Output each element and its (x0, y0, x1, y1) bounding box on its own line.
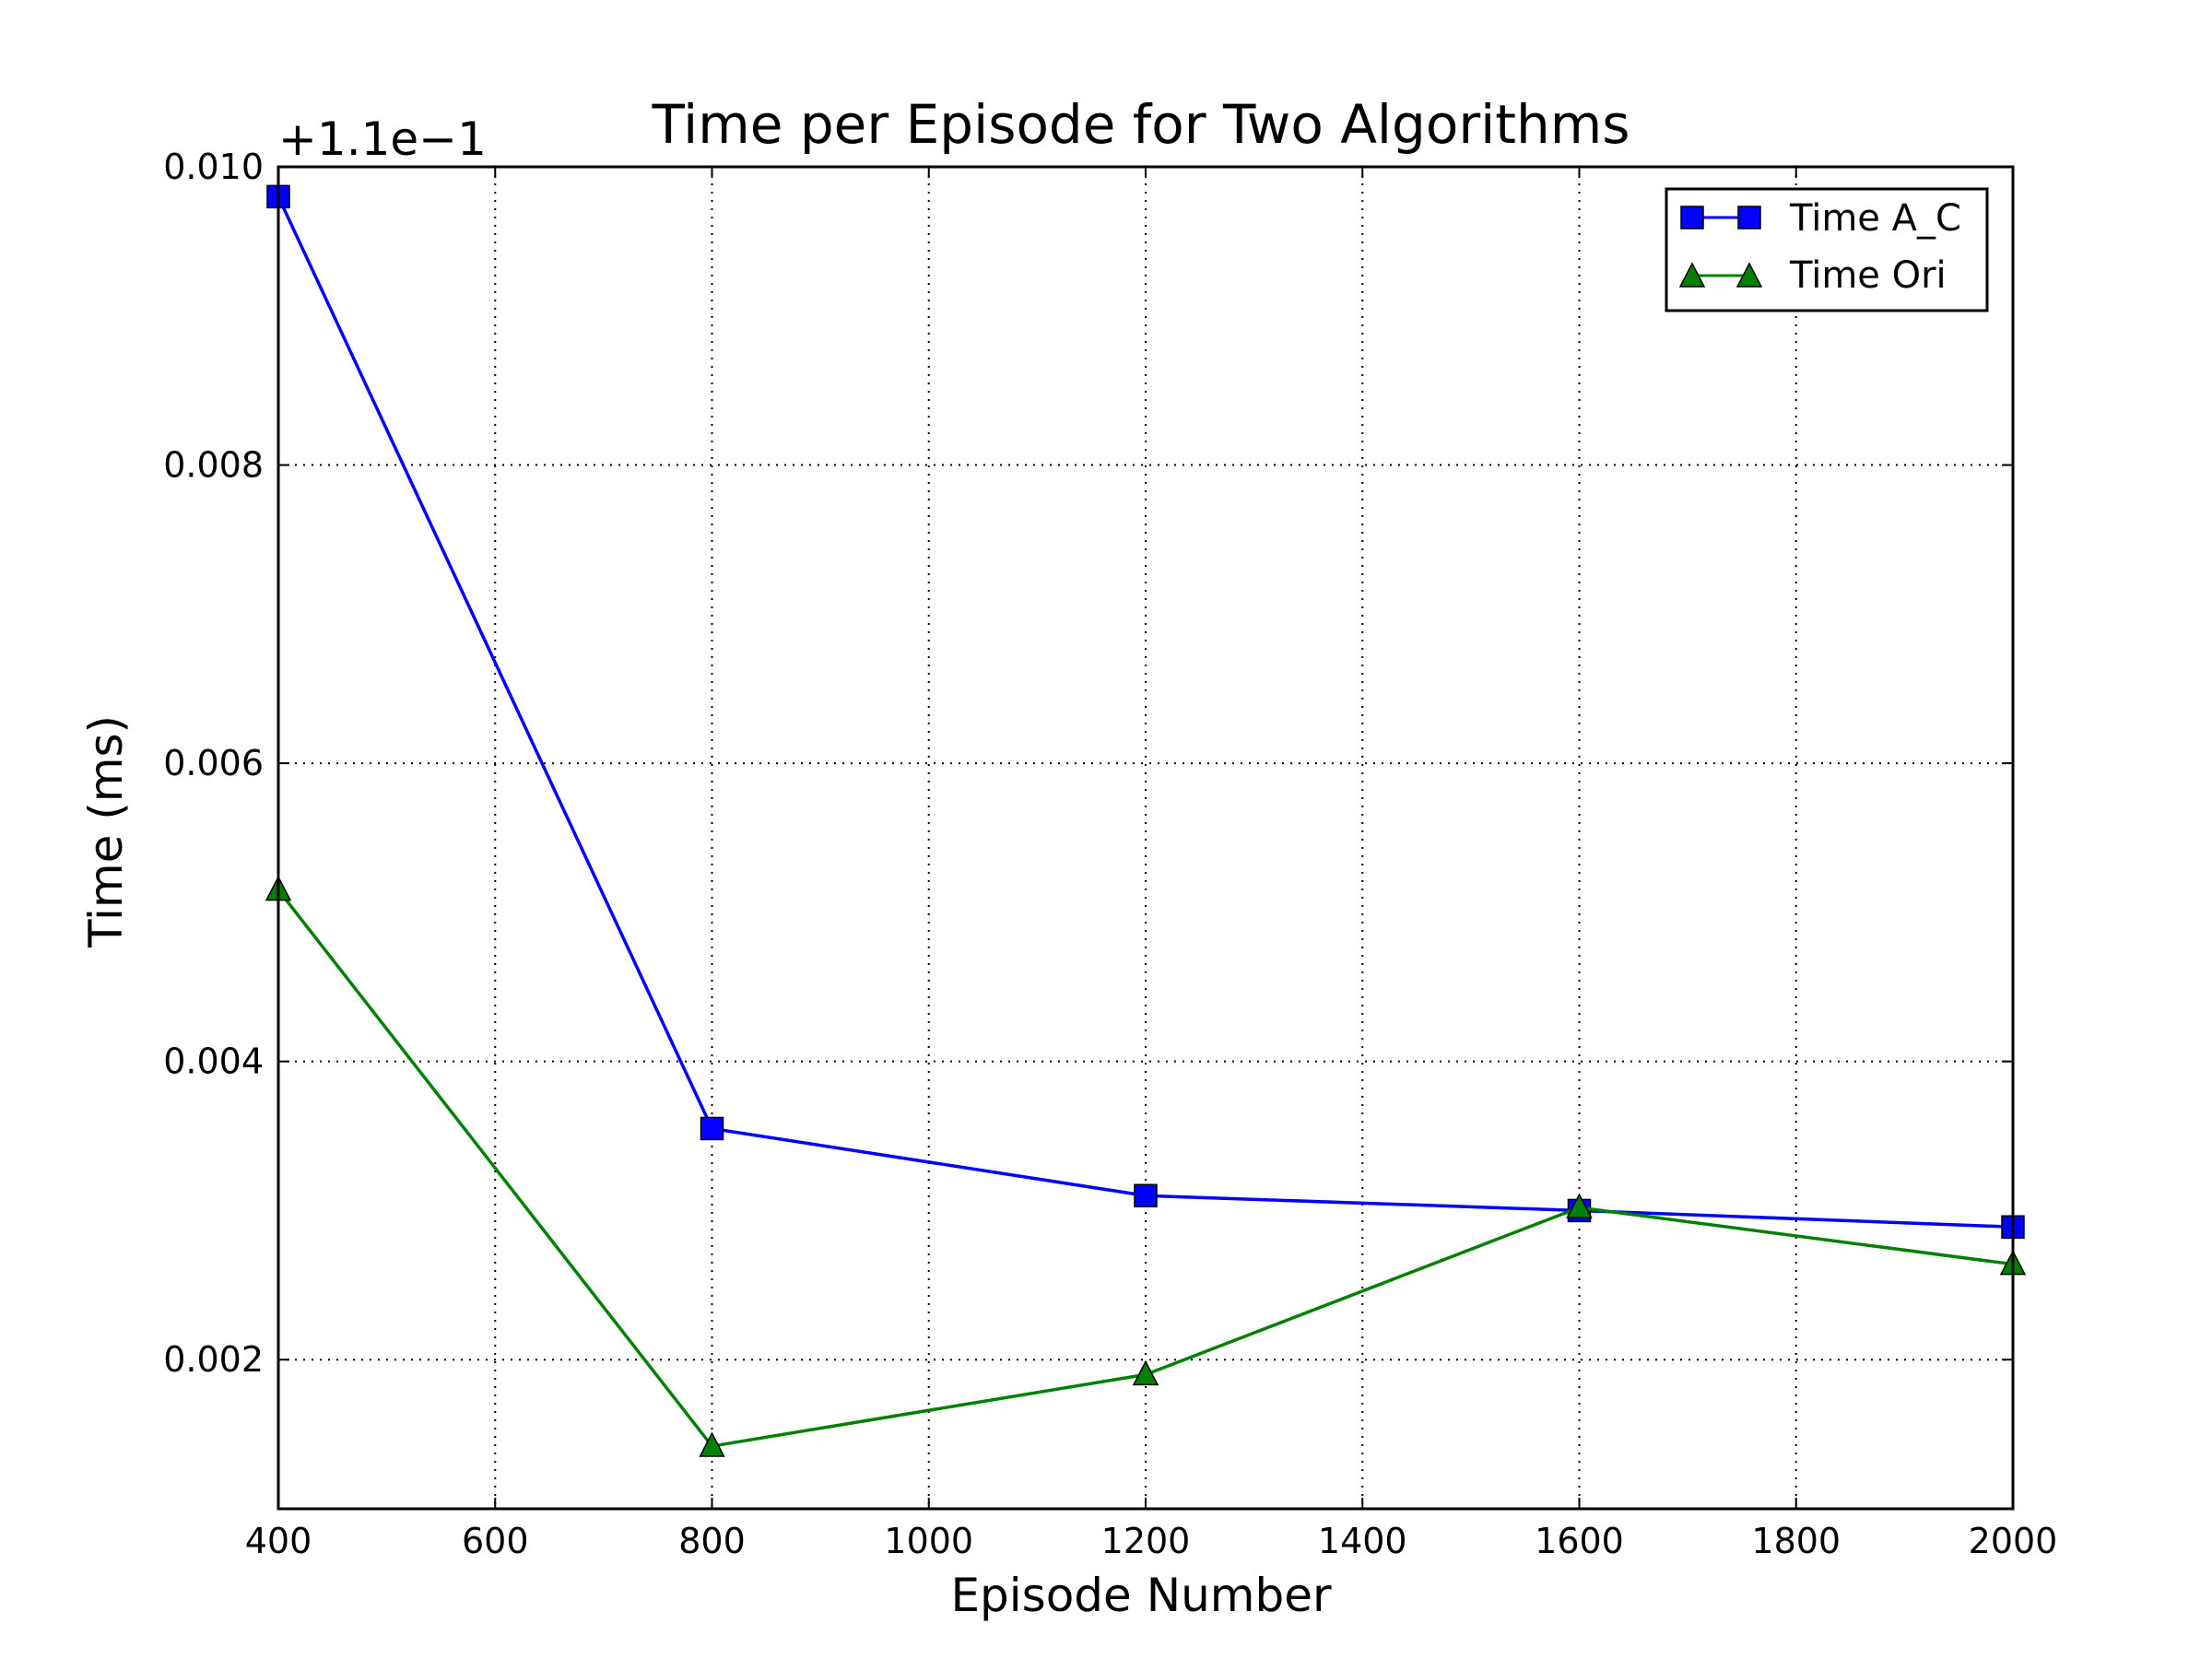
y-axis-label: Time (ms) (79, 715, 133, 948)
chart-title: Time per Episode for Two Algorithms (651, 93, 1630, 156)
x-tick-label: 2000 (1969, 1521, 2058, 1561)
legend-entry-time-ac: Time A_C (1680, 197, 1961, 240)
data-point-time-ac (700, 1116, 724, 1141)
legend-label-time-ac: Time A_C (1789, 197, 1961, 240)
y-tick-label: 0.010 (163, 147, 264, 187)
y-axis-offset-label: +1.1e−1 (278, 112, 487, 166)
legend-frame (1665, 187, 1989, 312)
ticks: 400 600 800 1000 1200 1400 1600 1800 2000 0.002 0.… (163, 147, 2057, 1561)
y-tick-label: 0.004 (163, 1041, 264, 1082)
y-tick-label: 0.006 (163, 743, 264, 783)
legend: Time A_C Time Ori (1665, 187, 1989, 312)
legend-marker-time-ac (1680, 206, 1704, 229)
x-tick-label: 1600 (1535, 1521, 1624, 1561)
legend-marker-time-ac (1737, 206, 1761, 229)
x-tick-label: 400 (245, 1521, 312, 1561)
legend-label-time-ori: Time Ori (1789, 254, 1947, 297)
data-point-time-ori (699, 1431, 725, 1457)
data-point-time-ori (1132, 1359, 1159, 1386)
legend-entry-time-ori: Time Ori (1678, 254, 1947, 297)
x-tick-label: 600 (462, 1521, 529, 1561)
x-tick-label: 1800 (1751, 1521, 1841, 1561)
x-tick-label: 1400 (1318, 1521, 1407, 1561)
x-tick-label: 1200 (1101, 1521, 1191, 1561)
legend-marker-time-ori (1678, 262, 1706, 288)
x-tick-label: 1000 (884, 1521, 973, 1561)
y-tick-label: 0.008 (163, 445, 264, 486)
legend-marker-time-ori (1735, 262, 1763, 288)
x-tick-label: 800 (678, 1521, 746, 1561)
y-tick-label: 0.002 (163, 1339, 264, 1380)
data-point-time-ori (1566, 1193, 1593, 1218)
data-point-time-ac (1134, 1183, 1158, 1208)
x-axis-label: Episode Number (950, 1569, 1332, 1622)
